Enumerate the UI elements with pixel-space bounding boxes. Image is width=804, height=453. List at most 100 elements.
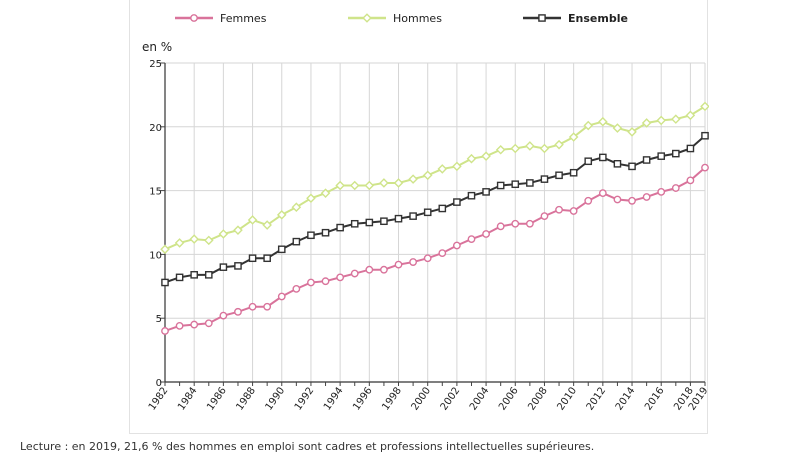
data-point-hommes-2003 (466, 153, 477, 164)
x-tick-label: 1982 (147, 385, 171, 412)
data-point-hommes-2000 (422, 170, 433, 181)
data-point-femmes-2016 (657, 187, 666, 196)
data-point-femmes-2012 (598, 189, 607, 198)
x-tick-label: 1990 (264, 385, 288, 412)
data-point-ensemble-2006 (511, 180, 520, 189)
data-point-hommes-2004 (481, 151, 491, 161)
legend-marker (190, 14, 198, 22)
data-point-femmes-1996 (365, 265, 374, 274)
data-point-hommes-1996 (364, 180, 375, 191)
series-line-femmes (164, 166, 706, 332)
series-femmes (161, 163, 709, 335)
data-point-ensemble-1989 (263, 254, 271, 263)
x-tick-label: 2016 (643, 385, 667, 412)
data-point-ensemble-1994 (336, 223, 344, 232)
data-point-ensemble-1985 (204, 271, 213, 279)
data-point-ensemble-2004 (482, 188, 490, 196)
data-point-ensemble-2017 (672, 149, 680, 158)
x-tick-label: 2000 (410, 385, 434, 412)
data-point-ensemble-1997 (380, 217, 388, 226)
data-point-hommes-2008 (539, 143, 550, 154)
x-tick-label: 2006 (497, 385, 521, 412)
x-tick-label: 2010 (555, 385, 579, 412)
x-tick-label: 1996 (351, 385, 375, 412)
data-point-ensemble-2000 (423, 208, 432, 217)
y-tick-label: 5 (156, 314, 162, 325)
data-point-femmes-1988 (248, 302, 257, 311)
legend-label: Ensemble (568, 12, 628, 25)
y-ticks: 0 5 10 15 20 25 (149, 59, 165, 389)
grid (164, 62, 706, 383)
x-tick-label: 2014 (614, 385, 638, 412)
data-point-femmes-2006 (511, 219, 520, 228)
data-point-ensemble-2013 (613, 160, 622, 168)
data-point-femmes-2011 (584, 196, 593, 205)
data-point-ensemble-1984 (190, 271, 198, 279)
data-point-femmes-2003 (467, 235, 476, 243)
data-point-hommes-1984 (189, 234, 199, 244)
data-point-femmes-2002 (452, 241, 461, 250)
legend-label: Hommes (393, 12, 442, 25)
data-point-femmes-2001 (438, 249, 447, 258)
data-point-ensemble-1999 (409, 212, 417, 220)
data-point-hommes-1989 (262, 220, 272, 230)
data-point-ensemble-2005 (496, 181, 505, 190)
x-tick-label: 1984 (176, 385, 200, 412)
data-point-hommes-2010 (568, 132, 579, 142)
y-tick-label: 25 (149, 59, 162, 70)
x-tick-label: 1998 (380, 385, 404, 412)
data-point-ensemble-1992 (307, 231, 315, 240)
data-point-ensemble-1991 (292, 237, 301, 246)
x-ticks: 1982 1984 1986 1988 1990 1992 1994 1996 1998 2000… (147, 382, 709, 413)
data-point-hommes-1995 (349, 180, 360, 191)
data-point-femmes-1997 (380, 265, 388, 274)
data-point-femmes-1990 (277, 292, 286, 301)
data-point-hommes-1983 (174, 238, 185, 248)
data-point-ensemble-2010 (569, 168, 578, 177)
data-point-femmes-1986 (219, 311, 228, 320)
plot-area (160, 101, 709, 335)
data-point-ensemble-2012 (599, 153, 607, 162)
chart-frame: Femmes Hommes Ensemble en % 0 5 10 15 20 25 198… (129, 0, 709, 434)
data-point-ensemble-1982 (161, 278, 169, 287)
data-point-hommes-2005 (495, 144, 506, 155)
x-tick-label: 1994 (322, 385, 346, 412)
data-point-femmes-2004 (482, 230, 490, 238)
data-point-ensemble-2019 (701, 131, 709, 140)
data-point-femmes-2014 (628, 196, 636, 205)
data-point-hommes-1998 (393, 178, 404, 188)
data-point-femmes-2019 (701, 163, 709, 172)
data-point-femmes-1992 (307, 278, 315, 287)
legend-item-hommes: Hommes (348, 12, 442, 25)
data-point-femmes-1987 (234, 307, 242, 316)
data-point-hommes-2001 (437, 164, 448, 174)
data-point-femmes-1985 (204, 319, 213, 328)
data-point-hommes-2006 (510, 143, 521, 154)
data-point-hommes-2016 (656, 115, 667, 126)
data-point-femmes-1998 (394, 260, 403, 269)
data-point-hommes-1986 (218, 229, 229, 239)
data-point-femmes-2008 (540, 212, 549, 221)
data-point-femmes-1995 (350, 269, 359, 278)
line-chart: Femmes Hommes Ensemble en % 0 5 10 15 20 25 198… (142, 12, 709, 413)
data-point-femmes-2015 (642, 193, 651, 201)
reading-note: Lecture : en 2019, 21,6 % des hommes en … (20, 440, 595, 453)
data-point-hommes-2002 (452, 161, 462, 172)
data-point-ensemble-1990 (277, 245, 286, 254)
y-tick-label: 20 (149, 123, 162, 134)
data-point-ensemble-1988 (248, 254, 257, 263)
data-point-femmes-1991 (292, 284, 301, 293)
data-point-femmes-2017 (671, 184, 680, 192)
x-tick-label: 2008 (526, 385, 550, 412)
data-point-femmes-1982 (161, 327, 169, 335)
series-line-hommes (164, 105, 706, 251)
data-point-ensemble-1998 (394, 214, 403, 223)
y-tick-label: 15 (149, 187, 162, 198)
data-point-hommes-2013 (612, 123, 623, 133)
data-point-femmes-2013 (613, 195, 622, 204)
x-tick-label: 1986 (205, 385, 229, 412)
data-point-hommes-1985 (203, 235, 214, 246)
legend-item-femmes: Femmes (175, 12, 267, 25)
data-point-hommes-1988 (247, 215, 258, 225)
data-point-ensemble-2011 (584, 157, 593, 166)
